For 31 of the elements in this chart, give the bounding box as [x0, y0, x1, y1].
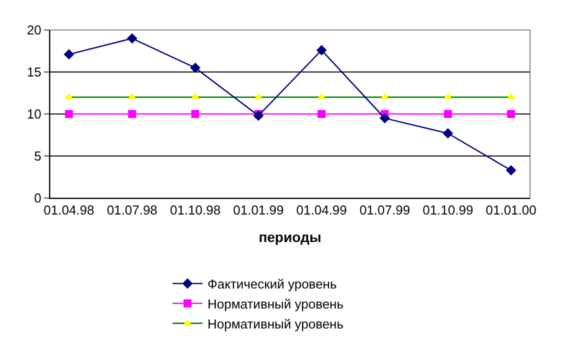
- point: [316, 44, 327, 56]
- legend-label: Нормативный уровень: [208, 296, 344, 312]
- point: [126, 33, 138, 44]
- point: [128, 110, 136, 118]
- x-tick-label: 01.04.99: [296, 202, 347, 218]
- point: [444, 110, 452, 118]
- point: [380, 113, 390, 124]
- point: [253, 110, 264, 121]
- point: [318, 110, 326, 118]
- x-tick-label: 01.01.00: [486, 202, 536, 218]
- x-tick-label: 01.07.98: [106, 202, 158, 218]
- x-tick-label: 01.04.98: [44, 202, 94, 218]
- point: [442, 128, 454, 139]
- x-tick-label: 01.10.98: [170, 202, 221, 218]
- x-tick-label: 01.07.99: [359, 202, 410, 218]
- point: [64, 110, 73, 118]
- legend-label: Фактический уровень: [208, 276, 337, 292]
- y-tick-label: 5: [34, 148, 42, 164]
- x-axis-title: периоды: [258, 228, 322, 245]
- point: [506, 165, 516, 176]
- x-tick-label: 01.10.99: [422, 202, 474, 218]
- point: [190, 62, 200, 73]
- point: [191, 110, 200, 118]
- y-tick-label: 15: [26, 64, 42, 80]
- y-tick-label: 20: [26, 22, 42, 38]
- legend-label: Нормативный уровень: [208, 316, 344, 332]
- y-tick-label: 0: [34, 190, 42, 206]
- y-tick-label: 10: [26, 106, 42, 122]
- point: [64, 49, 74, 60]
- x-tick-label: 01.01.99: [233, 202, 284, 218]
- point: [507, 110, 516, 118]
